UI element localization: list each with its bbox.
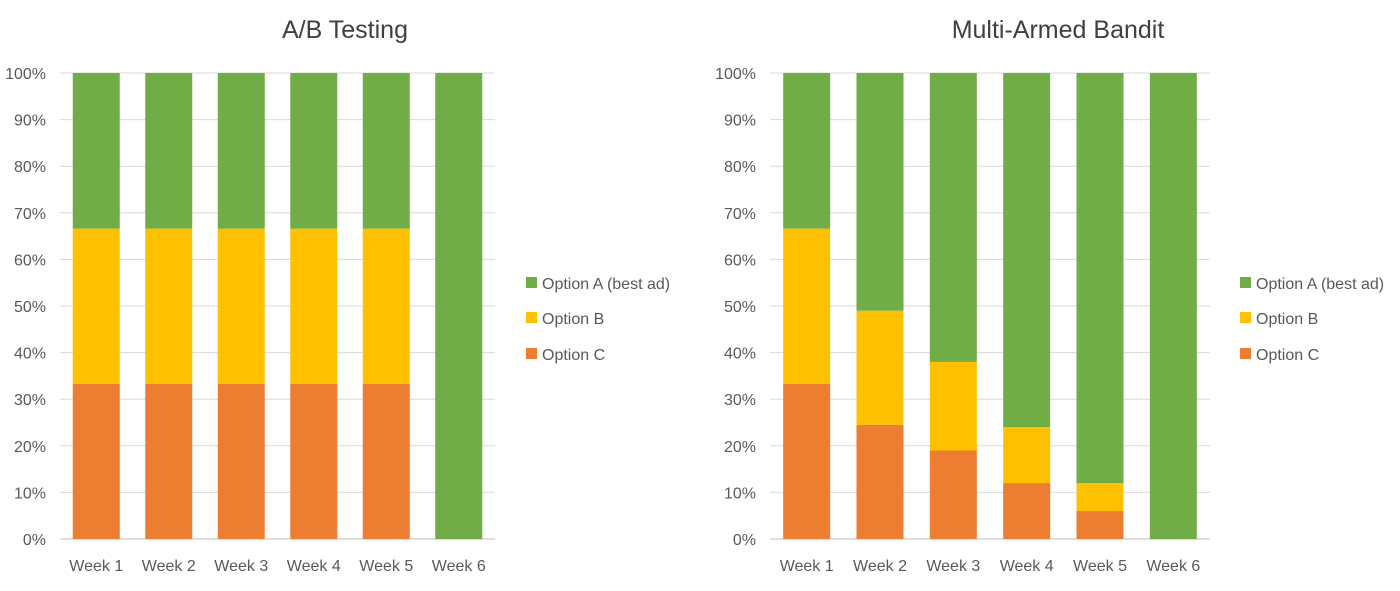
y-tick-label: 70% (724, 206, 756, 223)
bar-segment (1003, 427, 1051, 484)
bar-segment (1003, 483, 1051, 539)
bar-segment (72, 383, 120, 539)
bar-segment (1003, 73, 1051, 428)
bar-segment (362, 383, 410, 539)
bar-segment (290, 228, 338, 384)
bar-segment (72, 228, 120, 384)
y-tick-label: 80% (14, 159, 46, 176)
legend-swatch (526, 277, 537, 288)
legend-label: Option A (best ad) (542, 276, 670, 293)
bar-segment (290, 73, 338, 229)
legend-label: Option A (best ad) (1256, 276, 1384, 293)
bar-segment (929, 73, 977, 362)
y-tick-label: 80% (724, 159, 756, 176)
y-tick-label: 50% (14, 299, 46, 316)
x-tick-label: Week 6 (1146, 558, 1200, 575)
bar-segment (1149, 73, 1197, 539)
y-tick-label: 10% (724, 485, 756, 502)
y-tick-label: 90% (14, 113, 46, 130)
y-tick-label: 20% (724, 439, 756, 456)
bar-segment (217, 383, 265, 539)
bar-segment (435, 73, 483, 539)
x-tick-label: Week 6 (432, 558, 486, 575)
bar-segment (856, 310, 904, 425)
y-tick-label: 70% (14, 206, 46, 223)
x-tick-label: Week 2 (142, 558, 196, 575)
x-tick-label: Week 4 (1000, 558, 1054, 575)
y-tick-label: 40% (724, 346, 756, 363)
y-tick-label: 100% (5, 66, 46, 83)
legend-swatch (526, 312, 537, 323)
y-tick-label: 30% (724, 392, 756, 409)
x-tick-label: Week 5 (1073, 558, 1127, 575)
bar-segment (362, 73, 410, 229)
bar-segment (362, 228, 410, 384)
bar-segment (783, 383, 831, 539)
bar-segment (783, 228, 831, 384)
bar-segment (217, 228, 265, 384)
chart-title: A/B Testing (282, 16, 408, 44)
y-tick-label: 90% (724, 113, 756, 130)
bar-segment (929, 361, 977, 451)
y-tick-label: 100% (715, 66, 756, 83)
x-tick-label: Week 3 (214, 558, 268, 575)
x-tick-label: Week 1 (780, 558, 834, 575)
chart-2: Multi-Armed Bandit 0% 10% 20% 30% 40% 50% 60% 70… (715, 16, 1384, 575)
x-tick-label: Week 2 (853, 558, 907, 575)
legend-swatch (1240, 348, 1251, 359)
y-tick-label: 40% (14, 346, 46, 363)
chart-title: Multi-Armed Bandit (952, 16, 1165, 44)
y-tick-label: 10% (14, 485, 46, 502)
bar-segment (290, 383, 338, 539)
bar-segment (145, 73, 193, 229)
bar-segment (145, 228, 193, 384)
x-tick-label: Week 3 (926, 558, 980, 575)
y-tick-label: 0% (23, 532, 46, 549)
y-tick-label: 60% (14, 252, 46, 269)
bar-segment (145, 383, 193, 539)
x-tick-label: Week 4 (287, 558, 341, 575)
chart-1: A/B Testing 0% 10% 20% 30% 40% 50% 60% 70% 80% 90%… (5, 16, 670, 575)
bar-segment (856, 424, 904, 539)
bar-segment (72, 73, 120, 229)
bar-segment (1076, 73, 1124, 484)
legend-label: Option C (542, 347, 605, 364)
y-tick-label: 20% (14, 439, 46, 456)
legend-swatch (1240, 312, 1251, 323)
x-tick-label: Week 5 (359, 558, 413, 575)
legend-swatch (1240, 277, 1251, 288)
y-tick-label: 60% (724, 252, 756, 269)
x-tick-label: Week 1 (69, 558, 123, 575)
bar-segment (1076, 483, 1124, 512)
bar-segment (856, 73, 904, 311)
legend-label: Option C (1256, 347, 1319, 364)
bar-segment (1076, 511, 1124, 539)
legend-label: Option B (1256, 311, 1318, 328)
y-tick-label: 30% (14, 392, 46, 409)
legend-label: Option B (542, 311, 604, 328)
y-tick-label: 0% (733, 532, 756, 549)
legend-swatch (526, 348, 537, 359)
y-tick-label: 50% (724, 299, 756, 316)
bar-segment (217, 73, 265, 229)
bar-segment (783, 73, 831, 229)
bar-segment (929, 450, 977, 539)
